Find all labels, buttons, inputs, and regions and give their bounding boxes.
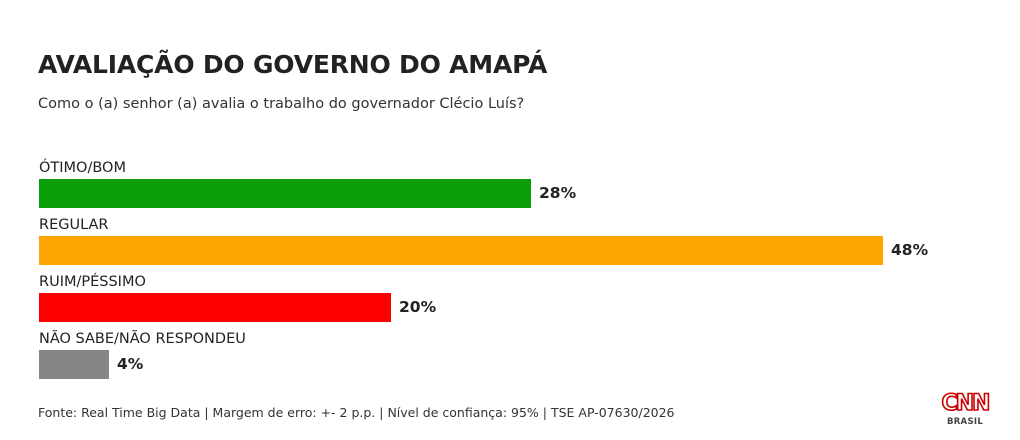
category-label-regular: REGULAR bbox=[39, 217, 109, 233]
chart-title: AVALIAÇÃO DO GOVERNO DO AMAPÁ bbox=[38, 50, 548, 79]
cnn-brasil-logo: CNN BRASIL bbox=[940, 391, 992, 429]
chart-subtitle: Como o (a) senhor (a) avalia o trabalho … bbox=[38, 96, 525, 112]
category-label-otimo-bom: ÓTIMO/BOM bbox=[39, 160, 126, 176]
logo-brand-text: CNN bbox=[941, 391, 992, 416]
bar-ruim-pessimo bbox=[39, 293, 391, 322]
value-label-regular: 48% bbox=[891, 241, 929, 259]
bar-nao-sabe-nao-respondeu bbox=[39, 350, 109, 379]
category-label-nao-sabe-nao-respondeu: NÃO SABE/NÃO RESPONDEU bbox=[39, 331, 246, 347]
category-label-ruim-pessimo: RUIM/PÉSSIMO bbox=[39, 274, 146, 290]
bar-regular bbox=[39, 236, 883, 265]
logo-region-text: BRASIL bbox=[946, 417, 984, 427]
bar-otimo-bom bbox=[39, 179, 531, 208]
source-note: Fonte: Real Time Big Data | Margem de er… bbox=[38, 405, 675, 420]
value-label-ruim-pessimo: 20% bbox=[399, 298, 437, 316]
value-label-otimo-bom: 28% bbox=[539, 184, 577, 202]
value-label-nao-sabe-nao-respondeu: 4% bbox=[117, 355, 144, 373]
